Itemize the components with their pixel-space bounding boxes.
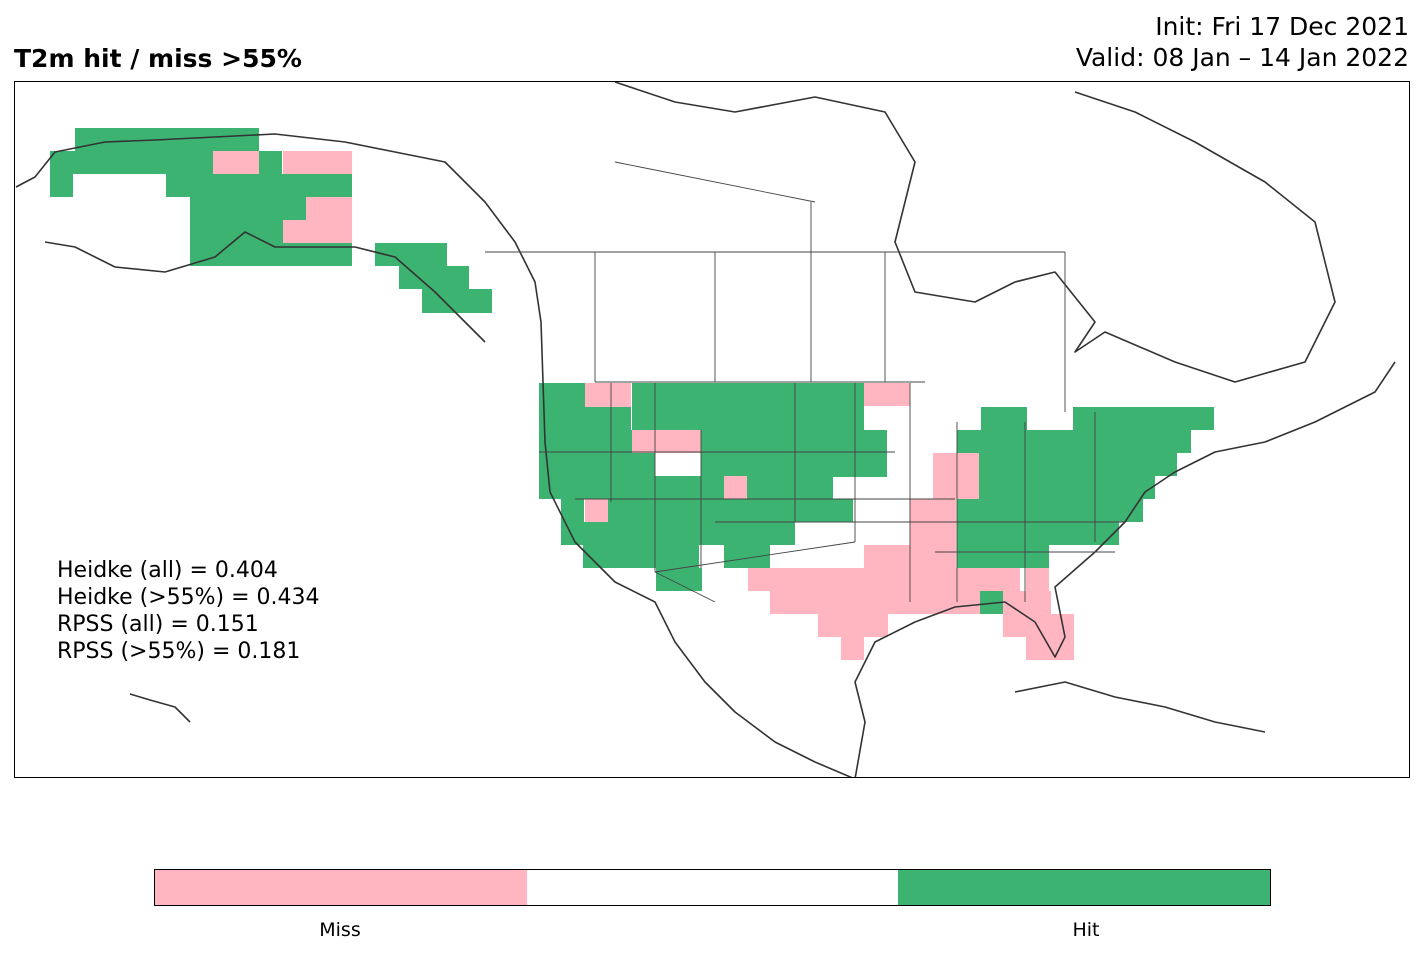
heidke-all: Heidke (all) = 0.404 <box>57 558 278 583</box>
init-date: Init: Fri 17 Dec 2021 <box>1155 12 1409 41</box>
heidke-55: Heidke (>55%) = 0.434 <box>57 585 320 610</box>
map-panel <box>14 81 1410 778</box>
colorbar-hit-segment <box>898 870 1271 905</box>
colorbar-neutral-segment <box>526 870 899 905</box>
borders <box>485 161 1125 603</box>
colorbar-label-hit: Hit <box>1072 919 1100 941</box>
rpss-all: RPSS (all) = 0.151 <box>57 612 259 637</box>
verification-grid <box>50 128 1214 660</box>
map-title: T2m hit / miss >55% <box>14 44 302 73</box>
skill-scores: Heidke (all) = 0.404 Heidke (>55%) = 0.4… <box>57 557 320 665</box>
hit-cells-alaska <box>50 128 352 266</box>
coastlines <box>15 82 1396 777</box>
north-america-map <box>15 82 1396 777</box>
colorbar-miss-segment <box>155 870 527 905</box>
rpss-55: RPSS (>55%) = 0.181 <box>57 639 301 664</box>
miss-cells-south <box>748 453 1074 660</box>
miss-cells-alaska <box>213 151 352 243</box>
hit-cells-panhandle <box>375 243 492 313</box>
valid-range: Valid: 08 Jan – 14 Jan 2022 <box>1075 43 1409 72</box>
colorbar <box>154 869 1271 906</box>
hit-cells-east <box>957 407 1214 614</box>
date-info: Init: Fri 17 Dec 2021 Valid: 08 Jan – 14… <box>1076 11 1409 73</box>
hit-cells-west <box>539 383 887 591</box>
colorbar-label-miss: Miss <box>319 919 361 941</box>
miss-cells-west <box>585 383 910 522</box>
